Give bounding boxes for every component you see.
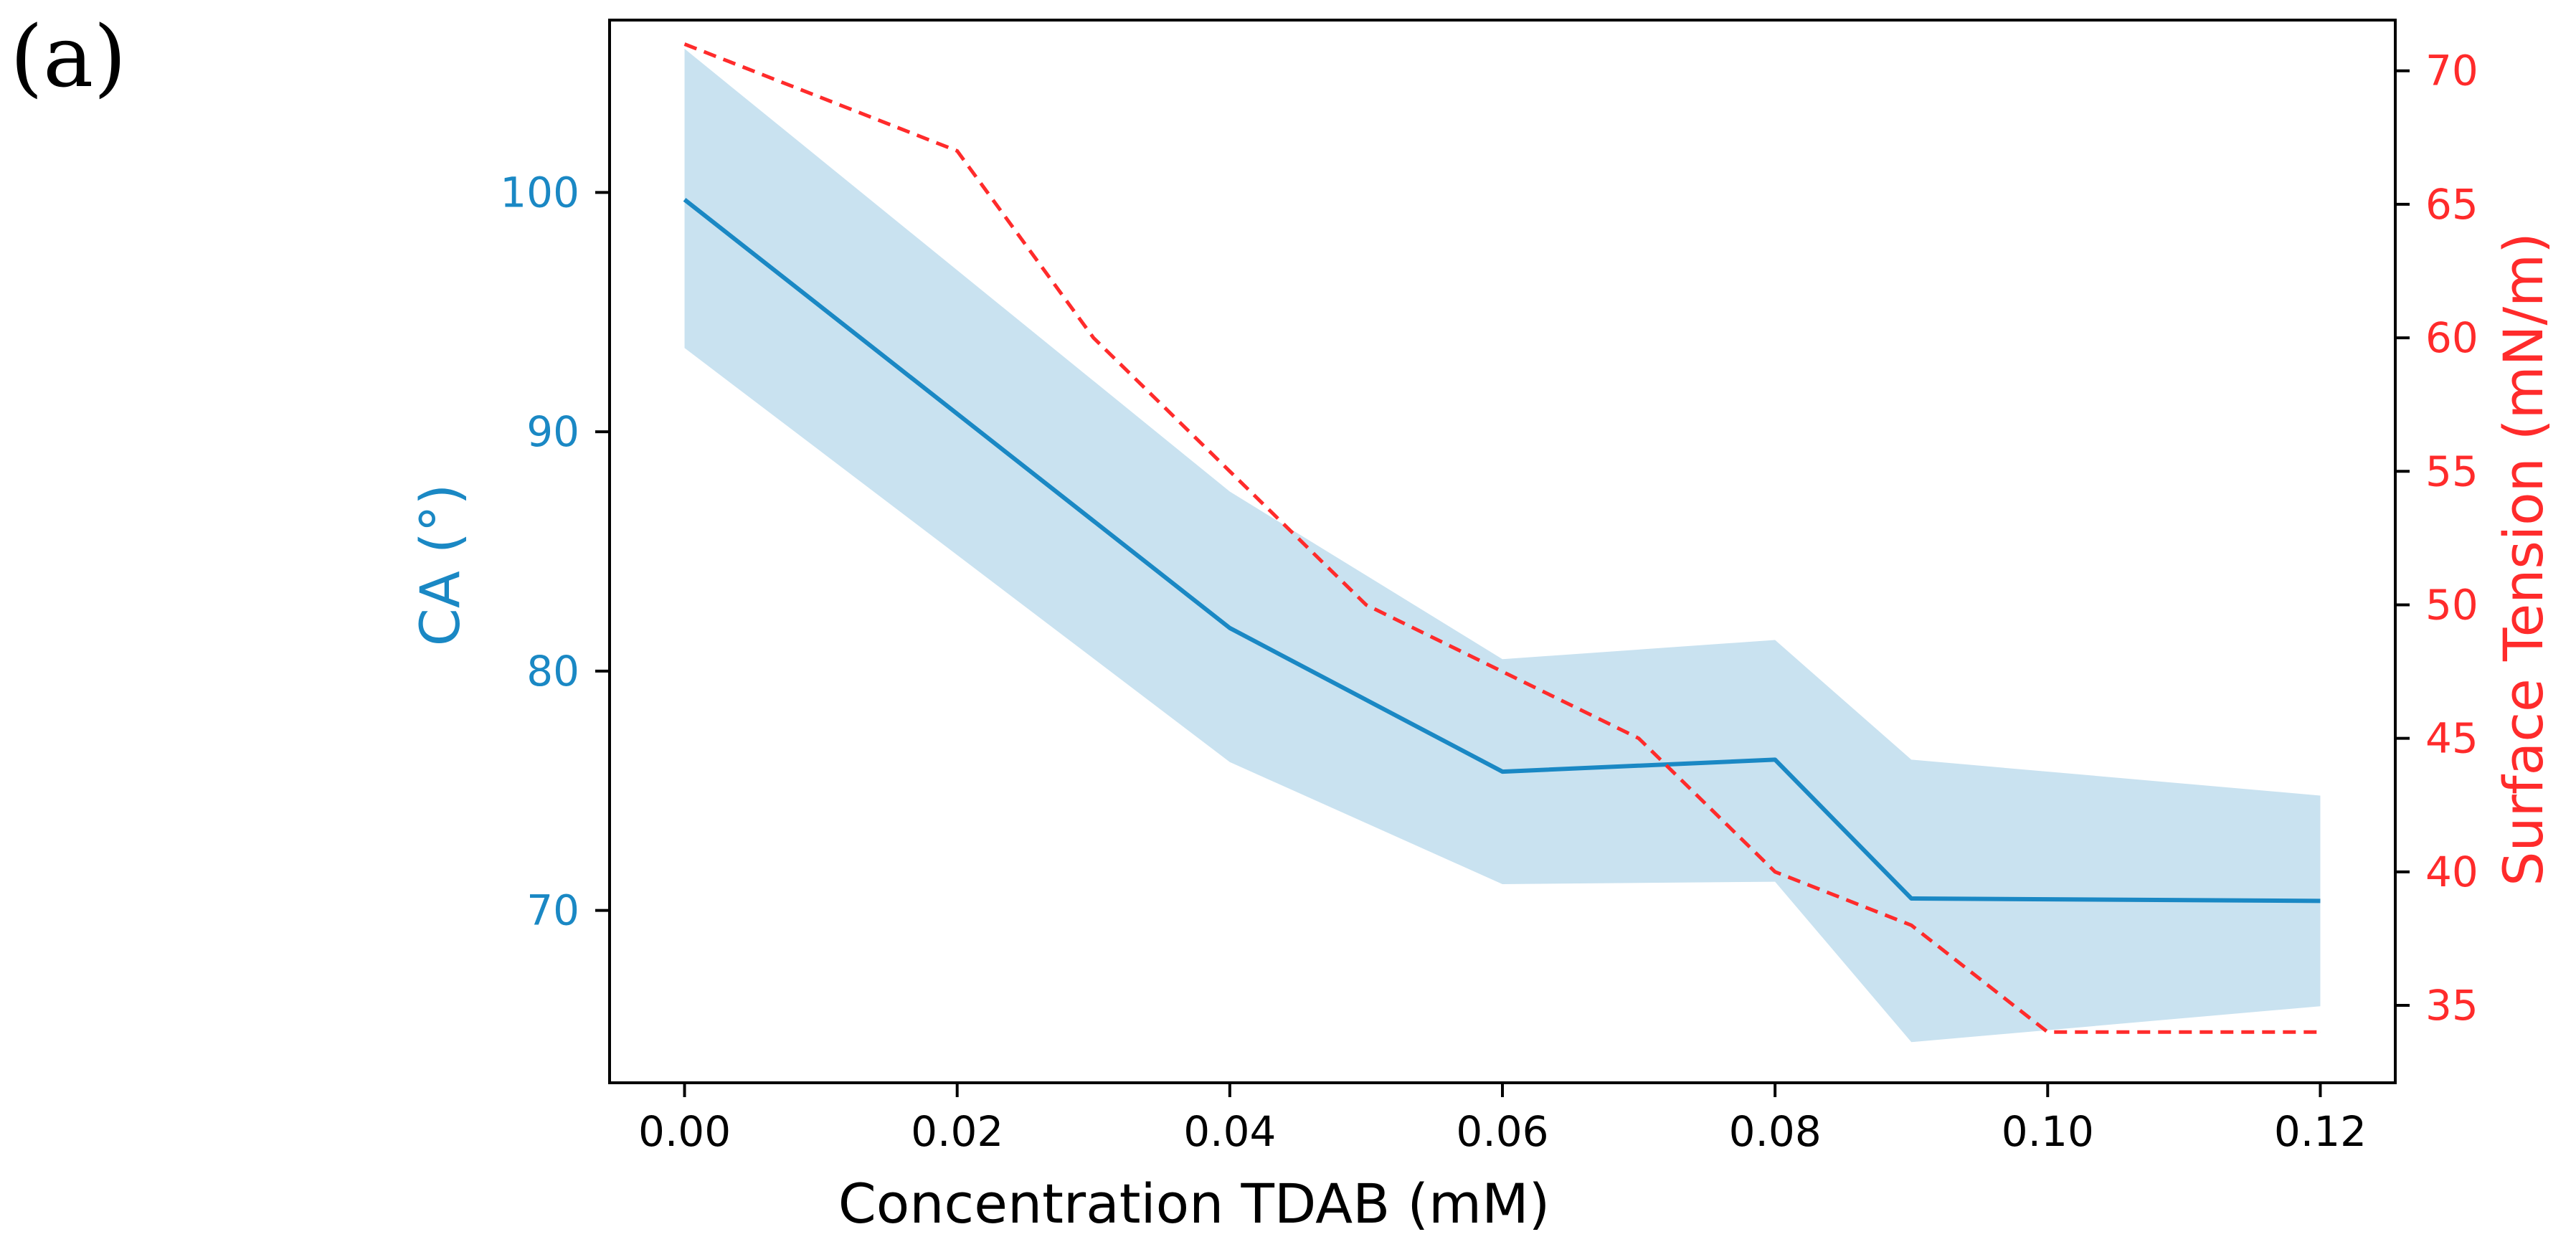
- ca-line: [683, 197, 2321, 904]
- x-tick-label: 0.12: [2274, 1107, 2367, 1156]
- left-y-tick-label: 90: [526, 407, 579, 456]
- surface-tension-line: [683, 42, 2321, 1034]
- ca-band-layer: [684, 49, 2321, 1043]
- x-tick-label: 0.10: [2002, 1107, 2094, 1156]
- left-y-tick-label: 70: [526, 886, 579, 935]
- x-tick-label: 0.06: [1456, 1107, 1548, 1156]
- right-y-tick-label: 35: [2425, 981, 2478, 1030]
- right-y-tick-label: 65: [2425, 180, 2478, 229]
- ca-confidence-band: [684, 49, 2321, 1043]
- x-tick-label: 0.04: [1183, 1107, 1276, 1156]
- left-y-axis-title: CA (°): [408, 484, 472, 647]
- series-layer: [683, 42, 2321, 1034]
- ticks-layer: 0.00 0.02 0.04 0.06 0.08 0.10 0.12 70 80 90 100 35 4…: [500, 47, 2478, 1156]
- right-y-axis-title: Surface Tension (mN/m): [2491, 232, 2555, 886]
- right-y-tick-label: 60: [2425, 313, 2478, 362]
- axis-titles-layer: Concentration TDAB (mM) CA (°) Surface T…: [408, 232, 2555, 1236]
- right-y-tick-label: 50: [2425, 580, 2478, 629]
- x-tick-label: 0.00: [638, 1107, 731, 1156]
- right-y-tick-label: 55: [2425, 447, 2478, 496]
- x-axis-title: Concentration TDAB (mM): [838, 1172, 1550, 1236]
- right-y-tick-label: 45: [2425, 714, 2478, 763]
- x-tick-label: 0.02: [911, 1107, 1003, 1156]
- panel-label: (a): [10, 7, 127, 106]
- right-y-tick-label: 70: [2425, 47, 2478, 95]
- left-y-tick-label: 80: [526, 647, 579, 696]
- right-y-tick-label: 40: [2425, 848, 2478, 896]
- left-y-tick-label: 100: [500, 168, 579, 217]
- x-tick-label: 0.08: [1729, 1107, 1822, 1156]
